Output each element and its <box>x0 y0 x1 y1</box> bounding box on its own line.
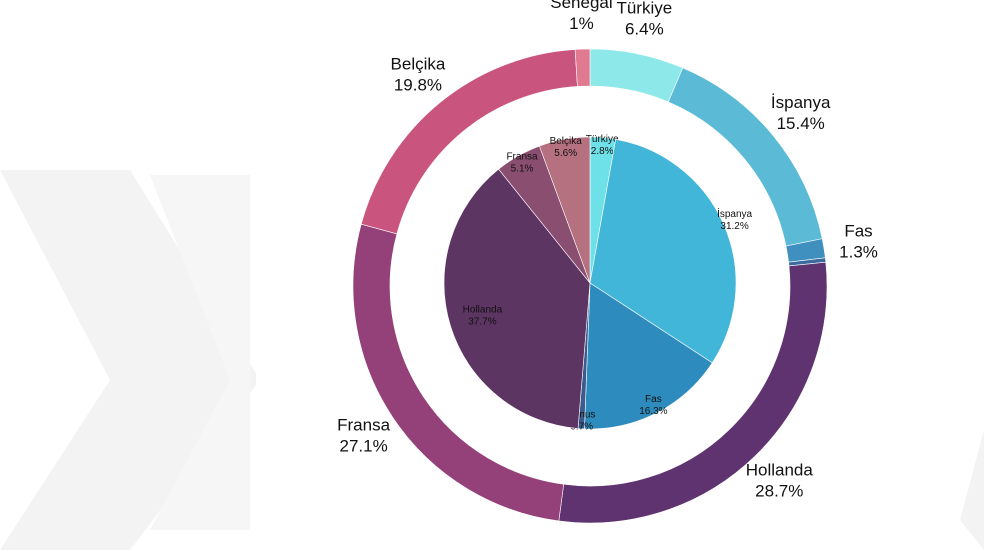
slice-label: Belçika <box>550 136 583 147</box>
slice-value-label: 37.7% <box>468 317 496 328</box>
slice-label: İspanya <box>717 207 752 220</box>
slice-label: Belçika <box>391 54 446 73</box>
slice-label: Fransa <box>337 416 390 435</box>
slice-value-label: 5.6% <box>554 148 577 159</box>
slice <box>589 138 737 364</box>
slice-value-label: 28.7% <box>755 481 803 500</box>
slice <box>584 282 713 430</box>
slice <box>539 136 591 284</box>
slice-value-label: 1.3% <box>839 243 878 262</box>
slice-label: Türkiye <box>586 134 619 145</box>
slice-label: Hollanda <box>463 305 503 316</box>
slice-value-label: 5.1% <box>511 164 534 175</box>
slice-value-label: 27.1% <box>340 437 388 456</box>
chevron <box>150 175 250 530</box>
slice <box>443 168 591 429</box>
slice-value-label: 19.8% <box>394 75 442 94</box>
slice-label: Fas <box>844 222 872 241</box>
chevron <box>960 430 984 550</box>
slice-label: Türkiye <box>616 0 672 17</box>
slice-value-label: 31.2% <box>720 221 748 232</box>
slice-label: İspanya <box>771 93 831 112</box>
slice-value-label: 15.4% <box>777 114 825 133</box>
slice-label: Hollanda <box>746 460 814 479</box>
slice-label: Tunus <box>568 409 595 420</box>
slice-label: Fas <box>645 394 662 405</box>
slice-value-label: 0.7% <box>570 421 593 432</box>
slice-value-label: 16.3% <box>639 406 667 417</box>
slice-label: Fransa <box>506 152 538 163</box>
slice <box>574 48 591 87</box>
slice-value-label: 6.4% <box>625 19 664 38</box>
slice-label: Senegal <box>550 0 612 12</box>
slice-value-label: 1% <box>569 14 594 33</box>
slice-value-label: 2.8% <box>591 146 614 157</box>
